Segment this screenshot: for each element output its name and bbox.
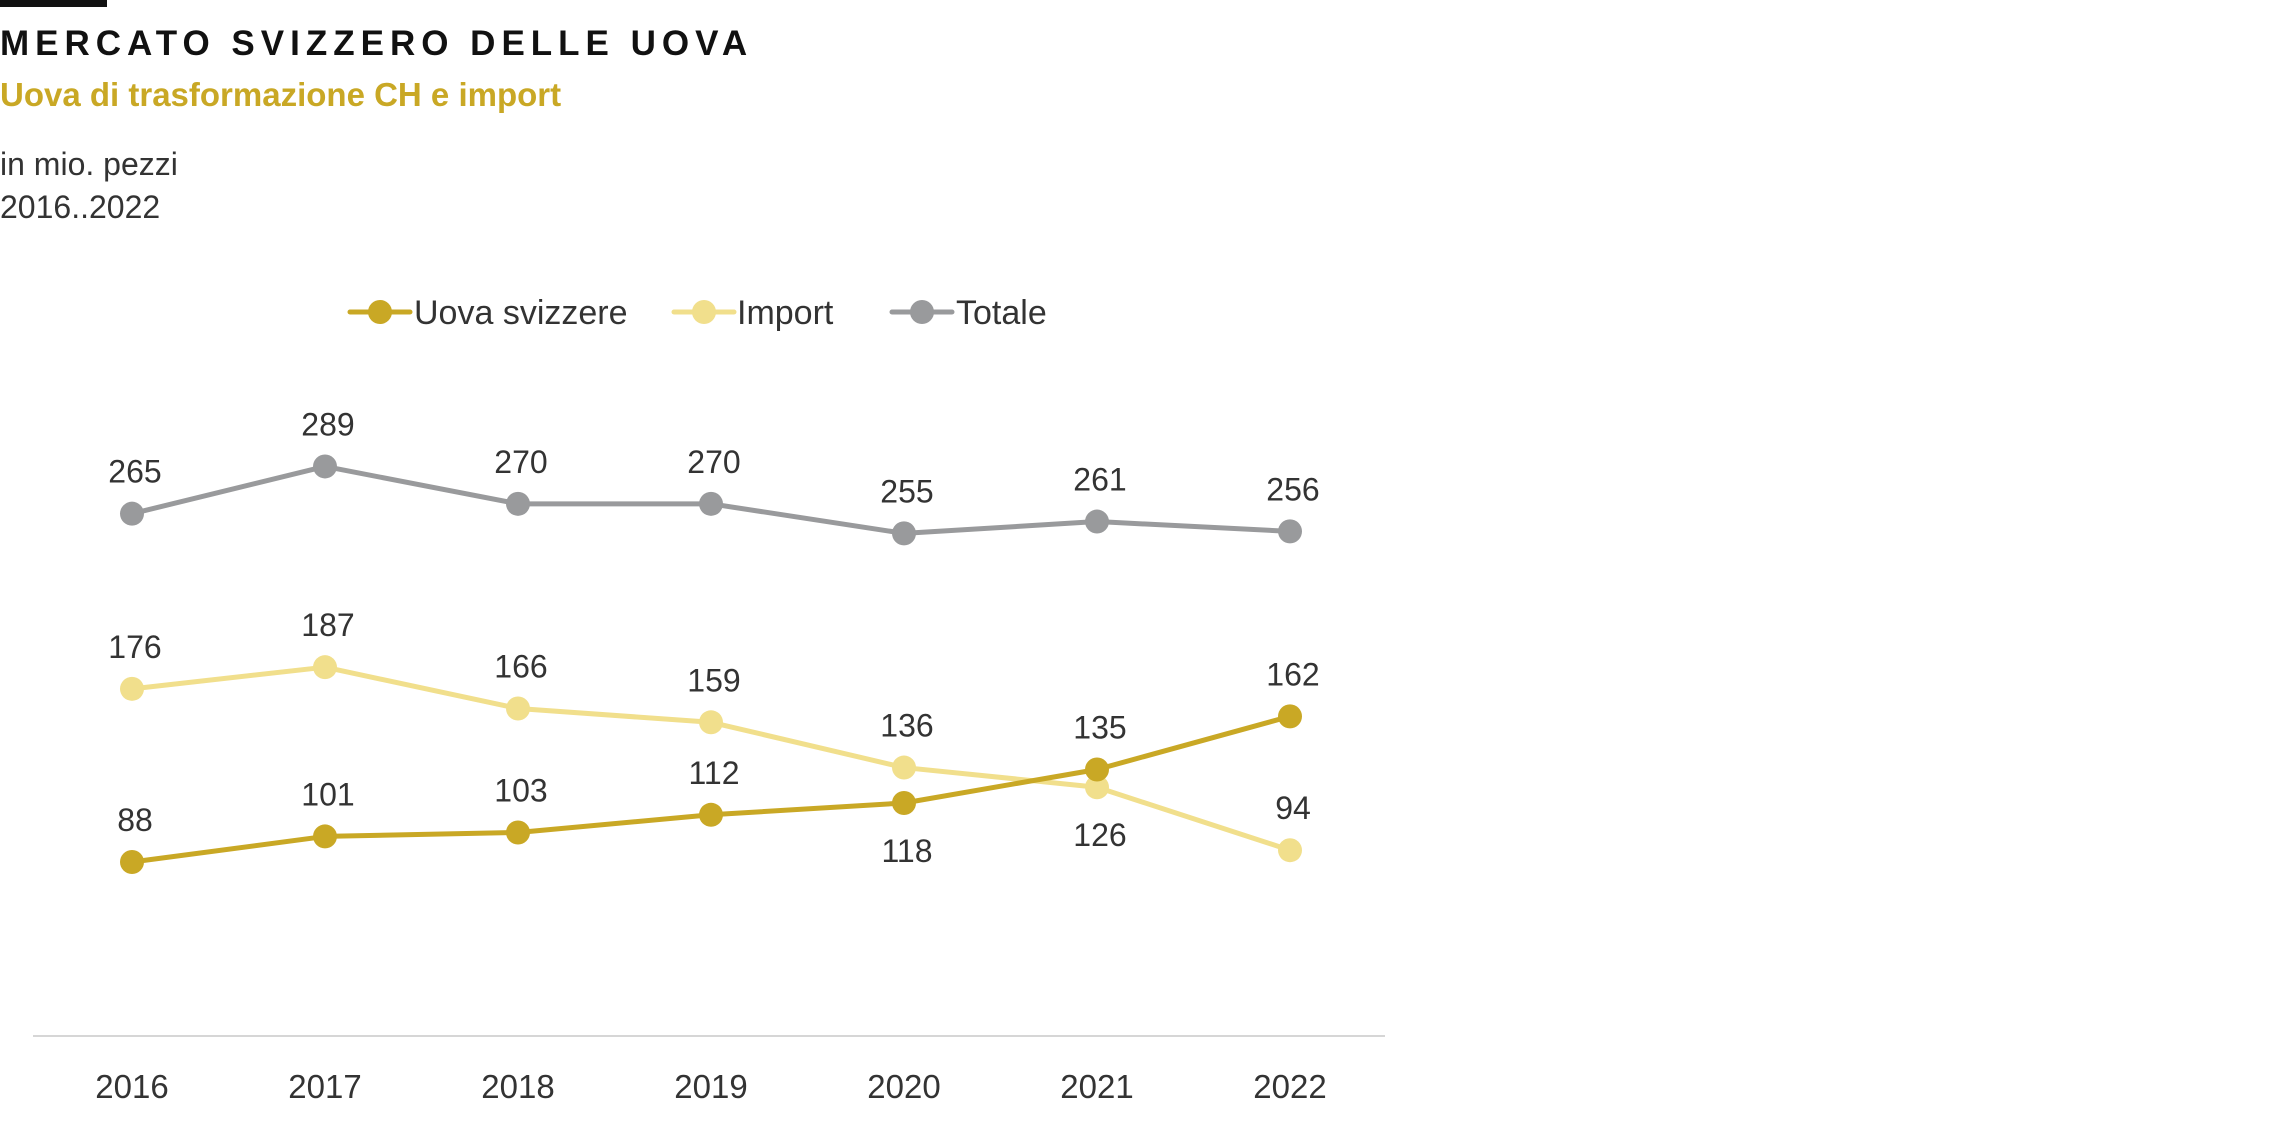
data-point [120, 676, 144, 701]
chart-legend: Uova svizzere Import Totale [347, 294, 1047, 332]
data-label: 118 [881, 833, 932, 869]
data-label: 255 [880, 473, 933, 509]
data-label: 162 [1266, 656, 1319, 692]
x-tick-label: 2017 [288, 1068, 361, 1105]
legend-label: Import [737, 294, 834, 332]
legend-item-uova-svizzere: Uova svizzere [347, 294, 628, 332]
data-point [506, 696, 530, 721]
data-point [120, 501, 144, 526]
x-tick-label: 2022 [1253, 1068, 1326, 1105]
unit-label: in mio. pezzi [0, 146, 178, 182]
series-uova-svizzere [120, 704, 1302, 875]
data-label: 101 [301, 776, 354, 812]
title-accent-rule [0, 0, 107, 7]
data-point [1278, 519, 1302, 544]
legend-item-import: Import [671, 294, 834, 332]
data-point [506, 491, 530, 516]
data-label-layer: 88 101 103 112 118 135 162 176 187 166 159 136 126 94… [108, 406, 1319, 869]
data-point [1085, 757, 1109, 782]
legend-item-totale: Totale [889, 294, 1047, 332]
data-label: 103 [494, 772, 547, 808]
data-point [313, 454, 337, 479]
chart-subtitle: Uova di trasformazione CH e import [0, 76, 562, 113]
data-point [506, 820, 530, 845]
legend-marker [368, 300, 392, 324]
data-point [699, 710, 723, 735]
data-label: 265 [108, 454, 161, 490]
x-tick-label: 2021 [1060, 1068, 1133, 1105]
data-label: 176 [108, 629, 161, 665]
data-point [892, 755, 916, 780]
data-point [313, 655, 337, 680]
data-point [699, 491, 723, 516]
data-label: 94 [1275, 790, 1311, 826]
x-tick-label: 2016 [95, 1068, 168, 1105]
x-tick-label: 2020 [867, 1068, 940, 1105]
data-point [1278, 704, 1302, 729]
data-point [1085, 775, 1109, 800]
data-label: 88 [117, 802, 153, 838]
x-tick-label: 2018 [481, 1068, 554, 1105]
data-point [699, 802, 723, 827]
legend-marker [910, 300, 934, 324]
data-label: 187 [301, 607, 354, 643]
period-label: 2016..2022 [0, 189, 161, 225]
data-point [1085, 509, 1109, 534]
data-point [892, 521, 916, 546]
x-axis: 2016 2017 2018 2019 2020 2021 2022 [33, 1035, 1385, 1105]
chart-title: MERCATO SVIZZERO DELLE UOVA [0, 24, 754, 63]
legend-label: Uova svizzere [414, 294, 628, 332]
data-label: 256 [1266, 471, 1319, 507]
data-point [1278, 838, 1302, 863]
series-layer [120, 454, 1302, 875]
legend-marker [692, 300, 716, 324]
data-label: 289 [301, 406, 354, 442]
x-tick-label: 2019 [674, 1068, 747, 1105]
data-label: 112 [688, 755, 739, 791]
data-label: 135 [1073, 710, 1126, 746]
data-point [120, 850, 144, 875]
series-totale [120, 454, 1302, 546]
series-import [120, 655, 1302, 863]
data-point [313, 824, 337, 849]
legend-label: Totale [956, 294, 1047, 332]
data-label: 261 [1073, 462, 1126, 498]
data-label: 270 [494, 444, 547, 480]
data-label: 126 [1073, 817, 1126, 853]
data-label: 166 [494, 649, 547, 685]
data-label: 136 [880, 708, 933, 744]
data-label: 159 [687, 662, 740, 698]
data-label: 270 [687, 444, 740, 480]
data-point [892, 790, 916, 815]
